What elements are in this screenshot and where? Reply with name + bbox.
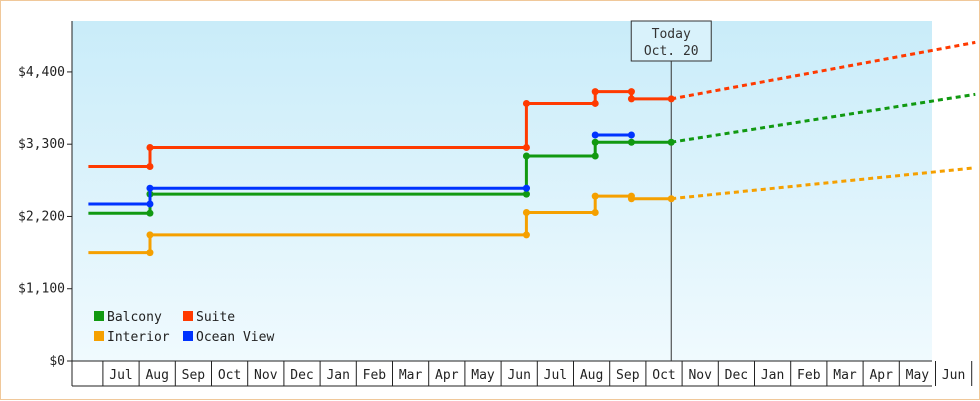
data-point [146, 249, 154, 257]
data-point [591, 152, 599, 160]
data-point [591, 138, 599, 146]
data-point [146, 163, 154, 171]
legend-swatch [183, 311, 193, 321]
x-tick-label: Jul [109, 368, 132, 383]
x-tick-label: Sep [616, 368, 640, 383]
legend-swatch [94, 311, 104, 321]
data-point [627, 131, 635, 139]
data-point [146, 200, 154, 208]
data-point [522, 99, 530, 107]
forecast-line-suite [670, 40, 976, 101]
legend-swatch [94, 331, 104, 341]
x-tick-label: Jan [761, 368, 784, 383]
y-tick-label: $0 [49, 354, 65, 369]
data-point [522, 190, 530, 198]
data-point [627, 195, 635, 203]
data-point [146, 209, 154, 217]
data-point [522, 143, 530, 151]
today-date: Oct. 20 [644, 44, 699, 59]
x-tick-label: Dec [725, 368, 748, 383]
x-tick-label: Sep [182, 368, 206, 383]
legend-label: Interior [107, 330, 170, 345]
y-axis: $0 $1,100 $2,200 $3,300 $4,400 [18, 21, 73, 386]
legend-label: Suite [196, 310, 235, 325]
x-tick-label: Oct [652, 368, 675, 383]
x-tick-label: Jan [326, 368, 349, 383]
legend: Balcony Suite Interior Ocean View [94, 310, 274, 345]
data-point [667, 95, 675, 103]
y-tick-label: $1,100 [18, 282, 65, 297]
x-tick-label: Aug [145, 368, 168, 383]
y-tick-label: $2,200 [18, 209, 65, 224]
x-tick-label: Apr [869, 368, 893, 383]
y-tick-label: $4,400 [18, 65, 65, 80]
x-tick-label: Apr [435, 368, 459, 383]
data-point [627, 138, 635, 146]
forecast-line-balcony [670, 92, 976, 144]
data-point [591, 192, 599, 200]
data-point [522, 209, 530, 217]
data-point [522, 231, 530, 239]
x-tick-label: May [471, 368, 495, 383]
data-point [627, 88, 635, 96]
x-tick-label: Feb [363, 368, 387, 383]
legend-label: Ocean View [196, 330, 274, 345]
x-tick-label: May [906, 368, 930, 383]
series-layer [88, 40, 976, 257]
data-point [522, 184, 530, 192]
data-point [667, 138, 675, 146]
x-tick-label: Jul [544, 368, 567, 383]
x-tick-label: Oct [218, 368, 241, 383]
data-point [591, 99, 599, 107]
legend-swatch [183, 331, 193, 341]
x-tick-label: Mar [399, 368, 423, 383]
series-line-suite [88, 90, 672, 168]
data-point [627, 95, 635, 103]
x-axis: Jul Aug Sep Oct Nov Dec Jan Feb Mar Apr May Jun Jul A… [72, 360, 973, 387]
forecast-line-interior [671, 166, 976, 201]
data-point [591, 209, 599, 217]
legend-label: Balcony [107, 310, 162, 325]
data-point [667, 195, 675, 203]
x-tick-label: Jun [942, 368, 965, 383]
today-marker: Today Oct. 20 [630, 20, 712, 361]
x-tick-label: Nov [254, 368, 278, 383]
x-tick-label: Dec [290, 368, 313, 383]
data-point [146, 184, 154, 192]
x-tick-label: Jun [507, 368, 530, 383]
today-box [630, 20, 712, 62]
x-tick-label: Aug [580, 368, 603, 383]
today-label: Today [652, 27, 691, 42]
data-point [591, 131, 599, 139]
data-point [591, 88, 599, 96]
data-point [522, 152, 530, 160]
x-tick-label: Nov [688, 368, 712, 383]
series-line-ocean-view [88, 186, 527, 206]
y-tick-label: $3,300 [18, 137, 65, 152]
data-point [146, 143, 154, 151]
x-tick-label: Feb [797, 368, 821, 383]
x-tick-label: Mar [833, 368, 857, 383]
data-point [146, 231, 154, 239]
